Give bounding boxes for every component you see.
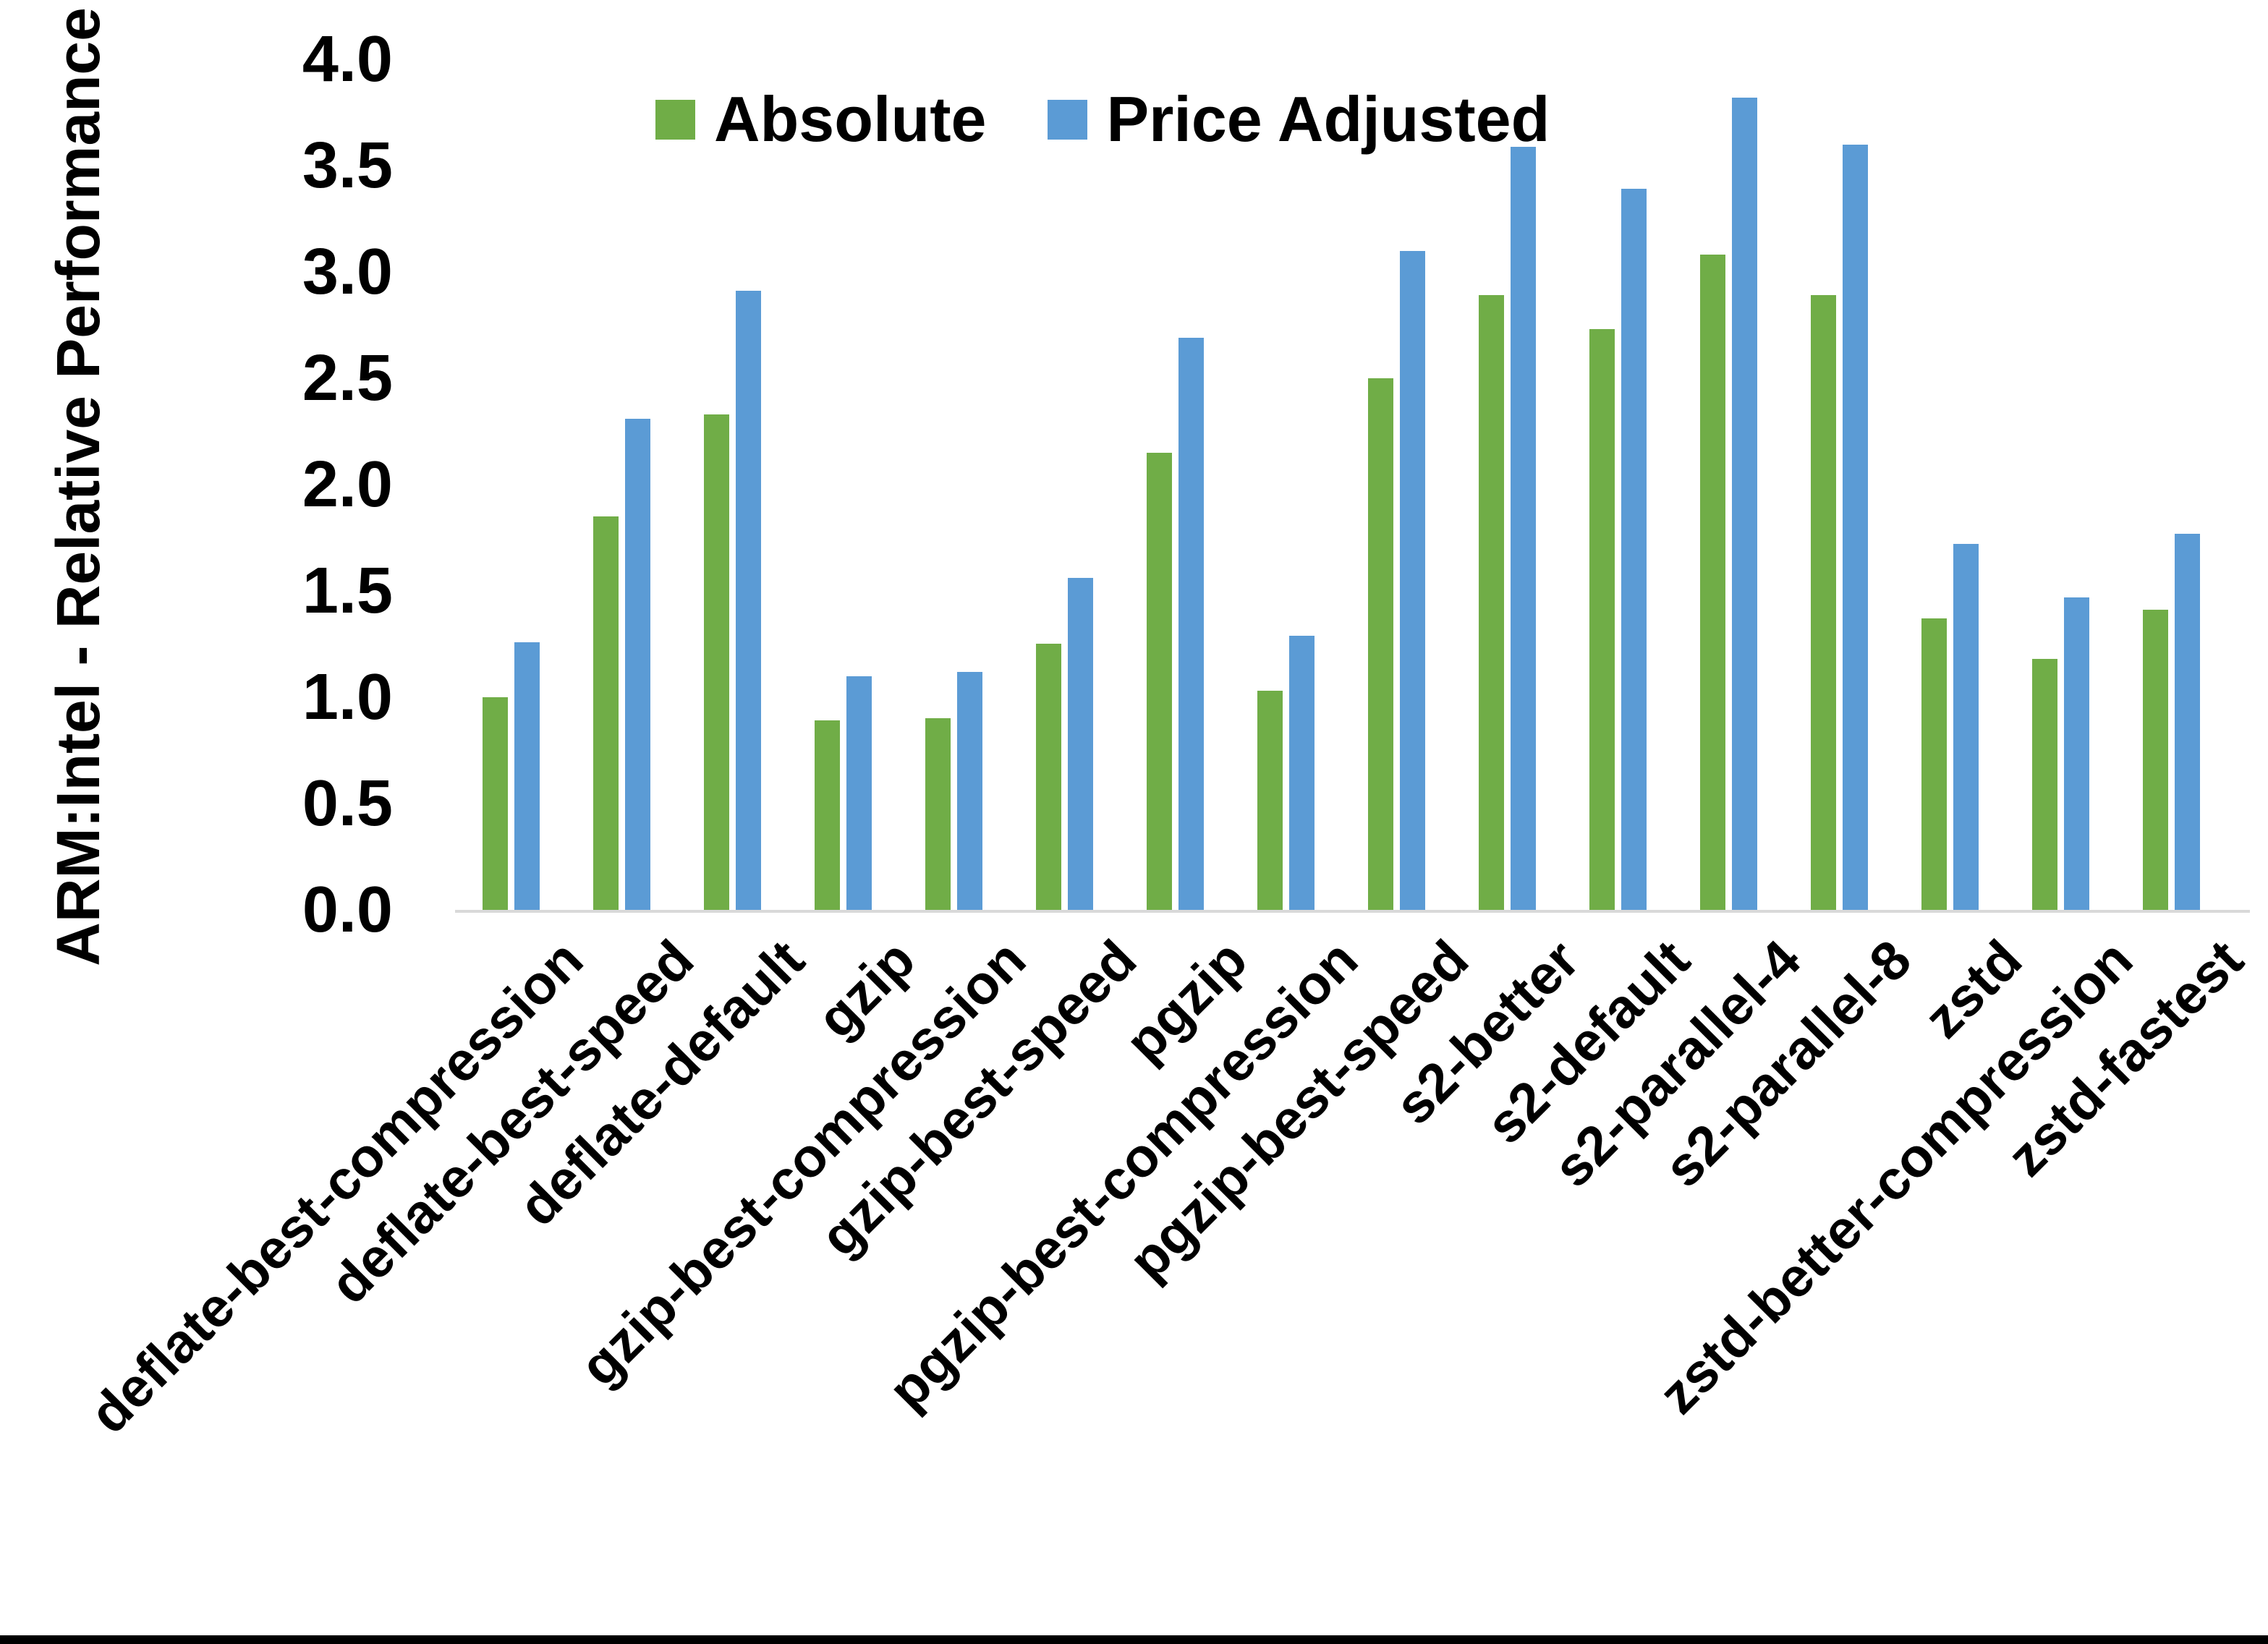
bar (1178, 338, 1204, 910)
y-tick-label: 2.5 (302, 342, 393, 414)
bar (1257, 691, 1283, 910)
bar-group (704, 59, 761, 910)
bar (1953, 544, 1979, 910)
bar-group (1147, 59, 1204, 910)
bar (2143, 610, 2168, 910)
bar (1811, 295, 1836, 910)
y-tick-label: 4.0 (302, 23, 393, 95)
bar-group (483, 59, 540, 910)
bottom-border (0, 1635, 2268, 1644)
bar (1843, 145, 1868, 910)
bar (1068, 578, 1093, 910)
bar (1700, 255, 1725, 910)
legend-item: Price Adjusted (1048, 87, 1550, 152)
bar (2032, 659, 2057, 910)
y-tick-label: 0.0 (302, 874, 393, 946)
bar-group (2143, 59, 2200, 910)
y-axis-title: ARM:Intel - Relative Performance (44, 7, 112, 966)
legend-swatch-icon (1048, 99, 1088, 140)
bar-group (1257, 59, 1314, 910)
bar (2064, 597, 2089, 910)
bar-group (593, 59, 650, 910)
bar (1368, 378, 1393, 910)
bar-group (1700, 59, 1757, 910)
bar-group (815, 59, 872, 910)
y-tick-label: 3.5 (302, 129, 393, 202)
bar-group (925, 59, 982, 910)
bar (736, 291, 761, 910)
bar-group (1368, 59, 1425, 910)
plot-area (455, 59, 2250, 910)
y-tick-label: 1.0 (302, 661, 393, 733)
legend-swatch-icon (655, 99, 695, 140)
bar-group (2032, 59, 2089, 910)
bar (1400, 251, 1425, 910)
bar-group (1479, 59, 1536, 910)
bar (1921, 618, 1947, 910)
bar (483, 697, 508, 910)
bar (1289, 636, 1314, 910)
bar (514, 642, 540, 910)
bar-group (1811, 59, 1868, 910)
bar (1511, 147, 1536, 910)
bar (815, 720, 840, 910)
legend-label: Absolute (714, 83, 987, 155)
bar (1621, 189, 1647, 910)
y-tick-label: 1.5 (302, 555, 393, 627)
bar (1147, 453, 1172, 910)
bar (1589, 329, 1615, 910)
y-tick-label: 3.0 (302, 236, 393, 308)
bar (625, 419, 650, 910)
legend: Absolute Price Adjusted (655, 87, 1550, 152)
bar (2175, 534, 2200, 910)
bar (957, 672, 982, 910)
legend-item: Absolute (655, 87, 986, 152)
bar (925, 718, 951, 910)
bar (1732, 98, 1757, 910)
legend-label: Price Adjusted (1106, 83, 1550, 155)
bar (1036, 644, 1061, 910)
y-tick-label: 0.5 (302, 767, 393, 840)
bar (593, 516, 619, 910)
bar-group (1036, 59, 1093, 910)
bar (704, 414, 729, 910)
bar (846, 676, 872, 910)
bar (1479, 295, 1504, 910)
bar-group (1921, 59, 1979, 910)
y-tick-label: 2.0 (302, 448, 393, 521)
bar-group (1589, 59, 1647, 910)
x-axis-line (455, 910, 2250, 913)
